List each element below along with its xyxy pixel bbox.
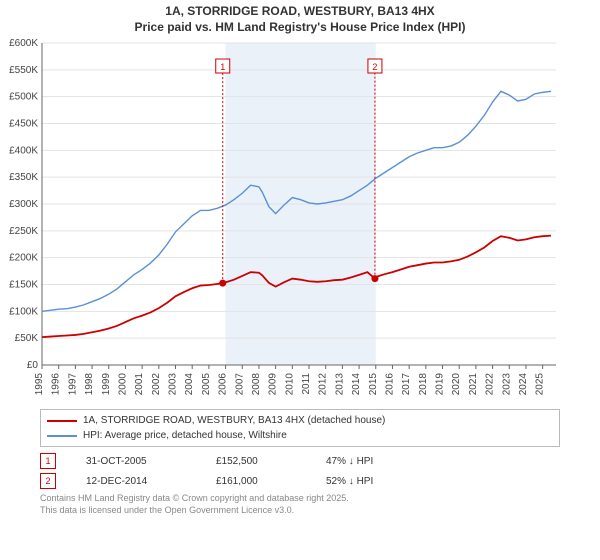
transaction-marker: 1 <box>40 453 56 469</box>
svg-text:2018: 2018 <box>418 373 429 396</box>
svg-text:2020: 2020 <box>451 373 462 396</box>
transaction-note: 47% ↓ HPI <box>326 456 373 467</box>
svg-text:2001: 2001 <box>134 373 145 396</box>
transactions-table: 1 31-OCT-2005 £152,500 47% ↓ HPI 2 12-DEC-201… <box>40 453 560 489</box>
svg-text:2025: 2025 <box>535 373 546 396</box>
svg-text:£350K: £350K <box>9 172 38 183</box>
svg-text:£450K: £450K <box>9 119 38 130</box>
legend-swatch <box>47 420 77 422</box>
svg-text:2007: 2007 <box>234 373 245 396</box>
svg-text:2019: 2019 <box>435 373 446 396</box>
transaction-row: 2 12-DEC-2014 £161,000 52% ↓ HPI <box>40 473 560 489</box>
svg-text:2003: 2003 <box>168 373 179 396</box>
title-address: 1A, STORRIDGE ROAD, WESTBURY, BA13 4HX <box>0 4 600 20</box>
svg-text:£50K: £50K <box>15 333 39 344</box>
svg-text:£150K: £150K <box>9 280 38 291</box>
svg-text:2022: 2022 <box>485 373 496 396</box>
svg-text:1997: 1997 <box>67 373 78 396</box>
svg-text:1999: 1999 <box>101 373 112 396</box>
title-block: 1A, STORRIDGE ROAD, WESTBURY, BA13 4HX P… <box>0 0 600 35</box>
svg-text:£300K: £300K <box>9 199 38 210</box>
line-chart-svg: £0 £50K £100K £150K £200K £250K £300K £350K £400… <box>0 35 560 405</box>
transaction-price: £152,500 <box>216 456 296 467</box>
svg-text:2009: 2009 <box>268 373 279 396</box>
svg-text:2014: 2014 <box>351 373 362 396</box>
svg-text:2005: 2005 <box>201 373 212 396</box>
legend-item: 1A, STORRIDGE ROAD, WESTBURY, BA13 4HX (… <box>47 413 553 428</box>
title-subtitle: Price paid vs. HM Land Registry's House … <box>0 20 600 36</box>
svg-text:2: 2 <box>372 62 377 72</box>
svg-text:£250K: £250K <box>9 226 38 237</box>
svg-text:£550K: £550K <box>9 65 38 76</box>
svg-text:2013: 2013 <box>334 373 345 396</box>
svg-text:2023: 2023 <box>501 373 512 396</box>
footer-attribution: Contains HM Land Registry data © Crown c… <box>40 493 560 516</box>
legend-item: HPI: Average price, detached house, Wilt… <box>47 428 553 443</box>
svg-text:£400K: £400K <box>9 146 38 157</box>
footer-line2: This data is licensed under the Open Gov… <box>40 505 560 517</box>
svg-text:2004: 2004 <box>184 373 195 396</box>
svg-text:2008: 2008 <box>251 373 262 396</box>
legend-swatch <box>47 435 77 437</box>
svg-text:2011: 2011 <box>301 373 312 395</box>
svg-text:£500K: £500K <box>9 92 38 103</box>
transaction-date: 31-OCT-2005 <box>86 456 186 467</box>
transaction-row: 1 31-OCT-2005 £152,500 47% ↓ HPI <box>40 453 560 469</box>
svg-text:2000: 2000 <box>117 373 128 396</box>
legend-label: 1A, STORRIDGE ROAD, WESTBURY, BA13 4HX (… <box>83 413 385 428</box>
transaction-note: 52% ↓ HPI <box>326 476 373 487</box>
legend-label: HPI: Average price, detached house, Wilt… <box>83 428 287 443</box>
transaction-marker: 2 <box>40 473 56 489</box>
svg-text:2012: 2012 <box>318 373 329 396</box>
svg-text:£0: £0 <box>27 360 39 371</box>
svg-text:£600K: £600K <box>9 38 38 49</box>
svg-text:2015: 2015 <box>368 373 379 396</box>
chart-area: £0 £50K £100K £150K £200K £250K £300K £350K £400… <box>0 35 600 405</box>
svg-text:1996: 1996 <box>51 373 62 396</box>
svg-text:2016: 2016 <box>384 373 395 396</box>
transaction-date: 12-DEC-2014 <box>86 476 186 487</box>
svg-text:2010: 2010 <box>284 373 295 396</box>
svg-text:2024: 2024 <box>518 373 529 396</box>
svg-text:2002: 2002 <box>151 373 162 396</box>
chart-container: 1A, STORRIDGE ROAD, WESTBURY, BA13 4HX P… <box>0 0 600 560</box>
legend: 1A, STORRIDGE ROAD, WESTBURY, BA13 4HX (… <box>40 409 560 447</box>
svg-text:2021: 2021 <box>468 373 479 396</box>
footer-line1: Contains HM Land Registry data © Crown c… <box>40 493 560 505</box>
svg-text:1: 1 <box>220 62 225 72</box>
transaction-price: £161,000 <box>216 476 296 487</box>
svg-text:£200K: £200K <box>9 253 38 264</box>
svg-text:2017: 2017 <box>401 373 412 396</box>
svg-text:1995: 1995 <box>34 373 45 396</box>
svg-text:2006: 2006 <box>218 373 229 396</box>
svg-text:£100K: £100K <box>9 307 38 318</box>
svg-text:1998: 1998 <box>84 373 95 396</box>
